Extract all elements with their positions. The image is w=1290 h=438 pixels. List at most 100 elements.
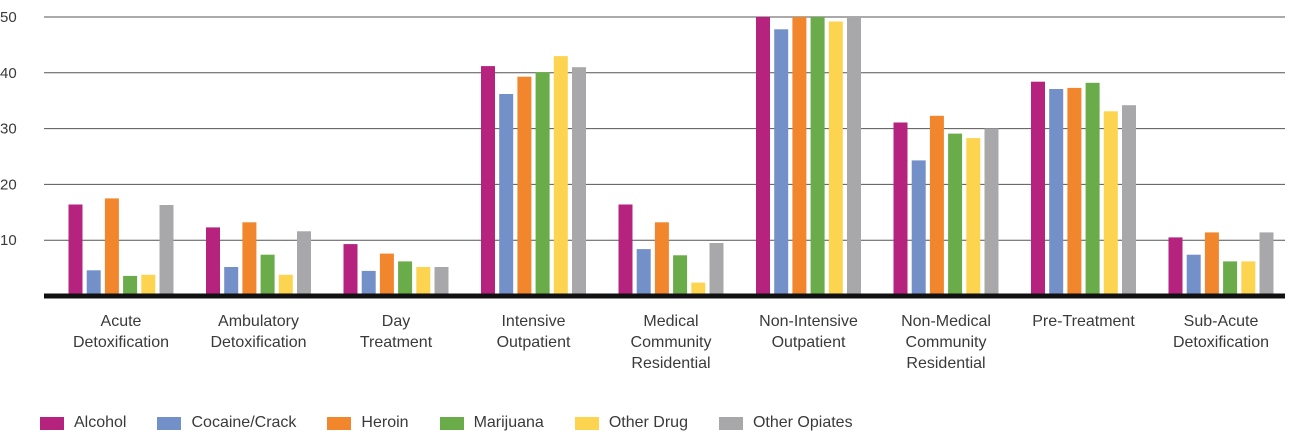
bar [618,204,633,296]
legend-swatch [40,416,64,430]
x-category-label-line: Acute [101,313,142,330]
bar [343,244,358,296]
category-labels: Acute Detoxification Ambulatory Detoxificat… [73,313,1269,372]
x-category-label-line: Detoxification [1173,334,1269,351]
bar [1241,261,1256,296]
bar [984,128,999,296]
x-category-label-line: Non-Medical [901,313,991,330]
bars [68,17,1274,297]
bar [1085,82,1100,296]
bar [278,274,293,296]
x-category-label-line: Pre-Treatment [1032,313,1135,330]
bar [774,29,789,297]
bar [379,253,394,296]
bar [242,222,257,296]
bar [141,274,156,296]
x-category-label-line: Detoxification [210,334,306,351]
bar [792,17,807,296]
x-category-label: Intensive Outpatient [497,313,571,351]
legend-swatch [574,416,599,430]
bar [499,94,514,296]
x-category-label-line: Detoxification [73,334,169,351]
legend-item: Heroin [327,414,409,432]
x-category-label-line: Community [631,334,712,351]
y-tick-label: 40 [0,65,17,82]
y-tick-label: 20 [0,176,17,193]
bar [535,72,550,296]
bar [123,275,138,296]
bar [709,243,724,296]
bar [810,17,825,296]
x-category-label-line: Medical [643,313,698,330]
legend-swatch [718,416,743,430]
bar [68,204,83,296]
y-tick-label: 30 [0,121,17,138]
bar [297,231,311,296]
legend-item: Other Drug [574,414,688,432]
bar [691,282,706,296]
bar [206,227,220,296]
x-category-label-line: Non-Intensive [759,313,858,330]
bar [673,255,688,296]
bar [553,56,568,296]
x-category-label: Medical Community Residential [631,313,712,372]
x-category-label: Day Treatment [360,313,433,351]
bar [572,67,586,296]
bar [1204,232,1219,296]
bar [966,138,981,296]
bar [1031,81,1045,296]
x-category-label-line: Sub-Acute [1184,313,1259,330]
x-category-label: Non-Intensive Outpatient [759,313,858,351]
y-tick-label: 50 [0,9,17,26]
x-category-label: Ambulatory Detoxification [210,313,306,351]
bar [756,17,770,296]
bar [1186,254,1201,296]
bar [847,17,861,296]
x-category-label: Non-Medical Community Residential [901,313,991,372]
legend-label: Cocaine/Crack [191,414,297,431]
bar [1049,89,1064,296]
x-category-label-line: Ambulatory [218,313,299,330]
bar [893,122,908,296]
bar [1122,105,1136,296]
bar [434,267,449,296]
x-category-label-line: Outpatient [497,334,571,351]
bar [1103,111,1118,296]
bar [481,66,495,296]
bar [636,249,651,296]
legend-label: Alcohol [74,414,127,431]
legend-item: Marijuana [439,414,544,432]
bar [1168,237,1183,296]
bar [159,205,174,296]
bar [104,198,119,296]
bar [260,254,275,296]
legend-label: Other Opiates [752,414,853,431]
x-category-label-line: Residential [906,355,985,372]
bar [911,160,926,296]
legend-swatch [327,416,352,430]
legend-item: Other Opiates [718,414,853,432]
bar [828,21,843,296]
legend-label: Marijuana [473,414,544,431]
bar [948,133,963,296]
bar [416,267,431,296]
bar [361,270,376,296]
bar [86,270,101,296]
bar [929,115,944,296]
bar [1259,232,1274,296]
legend-swatch [439,416,464,430]
bar [398,261,413,296]
legend: Alcohol Cocaine/Crack Heroin Marijuana Other… [40,414,884,432]
x-category-label-line: Community [906,334,987,351]
bar [517,76,532,296]
x-category-label: Pre-Treatment [1032,313,1135,330]
legend-swatch [157,416,182,430]
x-category-label-line: Day [382,313,410,330]
legend-item: Cocaine/Crack [157,414,296,432]
y-tick-label: 10 [0,232,17,249]
x-category-label-line: Outpatient [772,334,846,351]
x-category-label: Sub-Acute Detoxification [1173,313,1269,351]
bar [1067,87,1082,297]
bar [1223,261,1238,296]
